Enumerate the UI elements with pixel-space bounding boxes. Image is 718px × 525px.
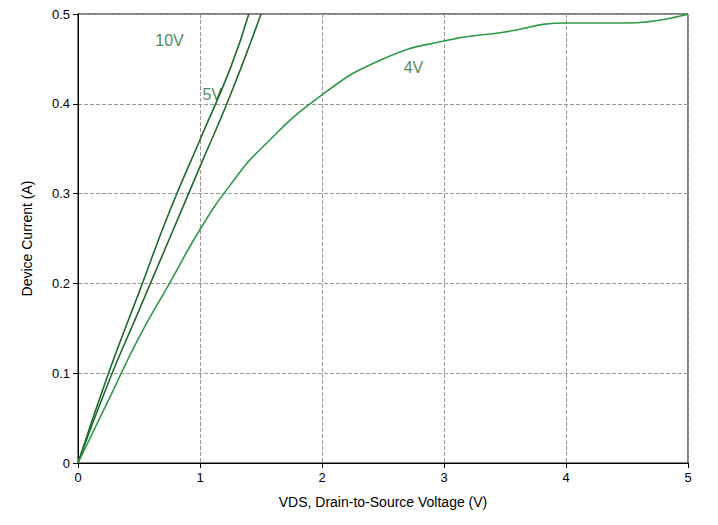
svg-text:1: 1 bbox=[196, 470, 203, 485]
svg-text:3: 3 bbox=[440, 470, 447, 485]
svg-text:0.4: 0.4 bbox=[52, 96, 70, 111]
svg-text:5: 5 bbox=[684, 470, 691, 485]
svg-text:0.2: 0.2 bbox=[52, 276, 70, 291]
svg-text:10V: 10V bbox=[155, 32, 184, 49]
svg-text:2: 2 bbox=[318, 470, 325, 485]
svg-text:VDS, Drain-to-Source Voltage (: VDS, Drain-to-Source Voltage (V) bbox=[279, 494, 488, 510]
svg-text:4: 4 bbox=[562, 470, 569, 485]
svg-text:5V: 5V bbox=[202, 86, 222, 104]
svg-text:0.1: 0.1 bbox=[52, 366, 70, 381]
svg-text:0: 0 bbox=[74, 470, 81, 485]
svg-text:0.3: 0.3 bbox=[52, 186, 70, 201]
svg-text:0.5: 0.5 bbox=[52, 7, 70, 22]
svg-text:4V: 4V bbox=[404, 59, 424, 76]
svg-text:Device Current (A): Device Current (A) bbox=[19, 181, 35, 297]
svg-text:0: 0 bbox=[63, 456, 70, 471]
